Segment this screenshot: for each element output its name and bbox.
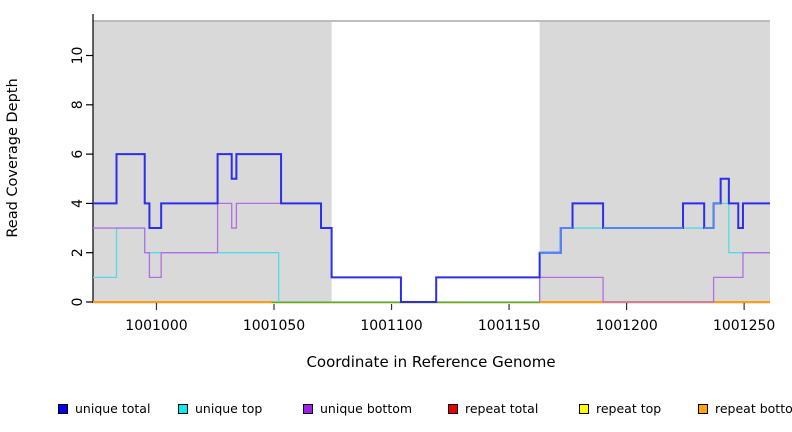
legend-item-repeat-bottom: repeat bottom — [698, 401, 792, 416]
legend-swatch-icon — [178, 404, 188, 414]
legend-swatch-icon — [698, 404, 708, 414]
y-tick-label: 8 — [70, 100, 86, 109]
legend-swatch-icon — [448, 404, 458, 414]
x-tick-label: 1001200 — [595, 318, 657, 334]
plot-background — [93, 20, 770, 302]
legend-item-unique-top: unique top — [178, 401, 263, 416]
plot-svg: 0 2 4 6 8 10 1001000 1001050 1001100 1001150 10012… — [5, 14, 775, 371]
unique-total-line — [93, 153, 770, 303]
legend-label: repeat top — [596, 401, 662, 416]
legend-label: unique bottom — [320, 401, 413, 416]
unique-total-over-cyan-1 — [539, 227, 573, 254]
y-tick-label: 2 — [70, 248, 86, 257]
y-tick-label: 6 — [70, 150, 86, 159]
legend-swatch-icon — [58, 404, 68, 414]
y-tick-label: 4 — [70, 199, 86, 208]
x-axis-label: Coordinate in Reference Genome — [306, 353, 555, 371]
x-tick-label: 1001000 — [125, 318, 187, 334]
unique-bottom-line-right — [538, 252, 770, 303]
y-tick-label: 0 — [70, 298, 86, 307]
legend-item-unique-bottom: unique bottom — [303, 401, 413, 416]
x-tick-label: 1001050 — [243, 318, 305, 334]
plot-axes: 0 2 4 6 8 10 1001000 1001050 1001100 1001150 10012… — [70, 14, 775, 334]
legend-item-unique-total: unique total — [58, 401, 151, 416]
x-tick-label: 1001250 — [713, 318, 775, 334]
legend-item-repeat-total: repeat total — [448, 401, 539, 416]
shaded-region — [539, 21, 770, 302]
legend-label: repeat bottom — [715, 401, 792, 416]
legend-label: repeat total — [465, 401, 539, 416]
y-axis-label: Read Coverage Depth — [5, 78, 21, 237]
x-tick-label: 1001100 — [360, 318, 422, 334]
unique-bottom-line-left — [93, 202, 282, 279]
legend-label: unique total — [75, 401, 151, 416]
shaded-region — [93, 21, 332, 302]
unique-total-over-cyan-3 — [704, 202, 721, 230]
y-tick-label: 10 — [70, 47, 86, 65]
legend-swatch-icon — [579, 404, 589, 414]
x-tick-label: 1001150 — [478, 318, 540, 334]
legend-label: unique top — [195, 401, 263, 416]
legend-swatch-icon — [303, 404, 313, 414]
legend-item-repeat-top: repeat top — [579, 401, 662, 416]
plot-series — [93, 153, 770, 304]
